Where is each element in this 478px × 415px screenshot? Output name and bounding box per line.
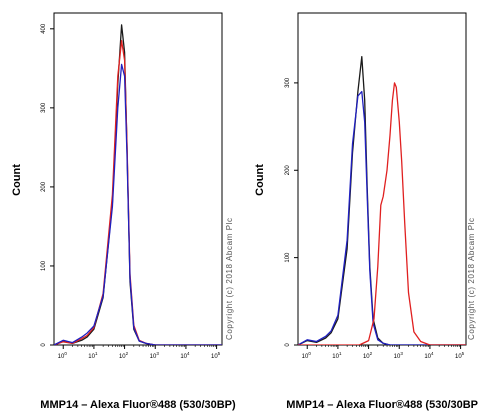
series-line-left-1 [54, 40, 222, 345]
x-tick-label-right-4: 104 [424, 351, 434, 360]
x-tick-label-right-0: 100 [302, 351, 312, 360]
x-tick-label-right-5: 105 [455, 351, 465, 360]
x-tick-label-left-2: 102 [119, 351, 129, 360]
x-tick-label-left-3: 103 [150, 351, 160, 360]
histogram-panel-left: Count MMP14 – Alexa Fluor®488 (530/30BP)… [11, 12, 236, 411]
y-tick-label-right-0: 0 [285, 343, 291, 347]
copyright-left: Copyright (c) 2018 Abcam Plc [225, 217, 234, 340]
series-line-right-0 [298, 56, 466, 345]
series-line-right-1 [298, 90, 466, 345]
x-tick-label-left-1: 101 [88, 351, 98, 360]
y-tick-label-left-1: 100 [41, 260, 47, 271]
series-line-right-2 [298, 82, 466, 345]
y-tick-label-left-3: 300 [41, 102, 47, 113]
copyright-right: Copyright (c) 2018 Abcam Plc [467, 217, 476, 340]
x-axis-label-right: MMP14 – Alexa Fluor®488 (530/30BP) [286, 399, 478, 411]
y-tick-label-right-2: 200 [285, 165, 291, 176]
plot-frame-left [53, 12, 223, 346]
histogram-panel-right: Count MMP14 – Alexa Fluor®488 (530/30BP)… [254, 12, 478, 411]
x-tick-label-left-0: 100 [58, 351, 68, 360]
y-tick-label-left-2: 200 [41, 181, 47, 192]
x-tick-label-left-5: 105 [211, 351, 221, 360]
y-tick-label-left-4: 400 [41, 23, 47, 34]
x-axis-label-left: MMP14 – Alexa Fluor®488 (530/30BP) [40, 399, 236, 411]
y-tick-label-right-3: 300 [285, 77, 291, 88]
x-tick-label-right-3: 103 [394, 351, 404, 360]
x-tick-label-right-1: 101 [332, 351, 342, 360]
y-tick-label-left-0: 0 [41, 343, 47, 347]
y-axis-label-right: Count [254, 164, 266, 196]
y-tick-label-right-1: 100 [285, 252, 291, 263]
x-tick-label-left-4: 104 [180, 351, 190, 360]
y-axis-label-left: Count [11, 164, 23, 196]
series-line-left-2 [54, 63, 222, 345]
series-line-left-0 [54, 24, 222, 345]
plot-frame-right [297, 12, 467, 346]
x-tick-label-right-2: 102 [363, 351, 373, 360]
